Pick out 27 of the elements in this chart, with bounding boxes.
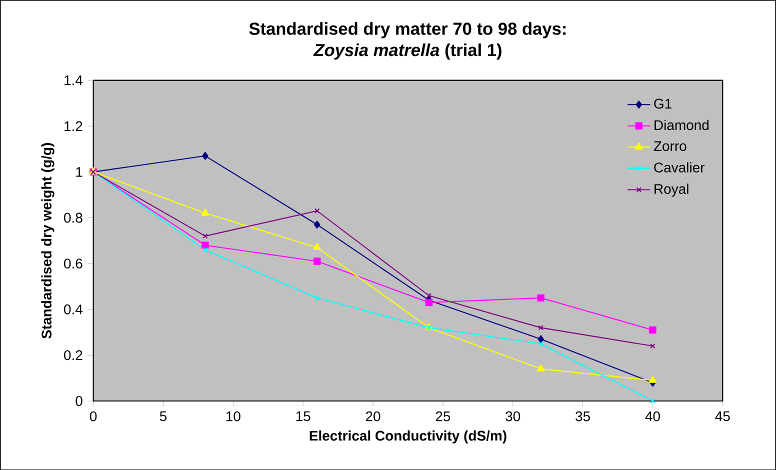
y-tick-label: 1.4 bbox=[64, 75, 82, 85]
chart-subtitle: Zoysia matrella (trial 1) bbox=[313, 43, 502, 60]
x-tick-label: 10 bbox=[226, 411, 240, 422]
x-tick-label: 40 bbox=[645, 411, 660, 422]
legend-label: Cavalier bbox=[654, 162, 705, 172]
y-tick-label: 0.8 bbox=[64, 212, 82, 223]
y-tick-label: 0.6 bbox=[64, 258, 82, 268]
x-tick-label: 0 bbox=[90, 411, 97, 422]
legend-label: G1 bbox=[654, 98, 672, 108]
x-tick-label: 25 bbox=[436, 411, 450, 422]
y-tick-label: 0.2 bbox=[64, 350, 82, 360]
x-tick-label: 15 bbox=[296, 411, 310, 421]
y-tick-label: 1.2 bbox=[64, 121, 82, 131]
legend-label: Royal bbox=[654, 184, 688, 197]
chart-title: Standardised dry matter 70 to 98 days: bbox=[249, 22, 566, 38]
y-tick-label: 0.4 bbox=[64, 304, 82, 314]
legend-label: Zorro bbox=[654, 141, 686, 151]
x-tick-label: 20 bbox=[366, 411, 380, 422]
x-tick-label: 5 bbox=[160, 411, 167, 421]
x-tick-label: 45 bbox=[715, 411, 730, 421]
y-tick-label: 0 bbox=[76, 396, 82, 406]
x-tick-label: 35 bbox=[576, 411, 590, 422]
x-axis-title: Electrical Conductivity (dS/m) bbox=[310, 430, 506, 444]
x-tick-label: 30 bbox=[506, 411, 520, 422]
legend-label: Diamond bbox=[654, 120, 709, 130]
y-tick-label: 1 bbox=[76, 166, 82, 177]
y-axis-title: Standardised dry weight (g/g) bbox=[41, 142, 54, 338]
